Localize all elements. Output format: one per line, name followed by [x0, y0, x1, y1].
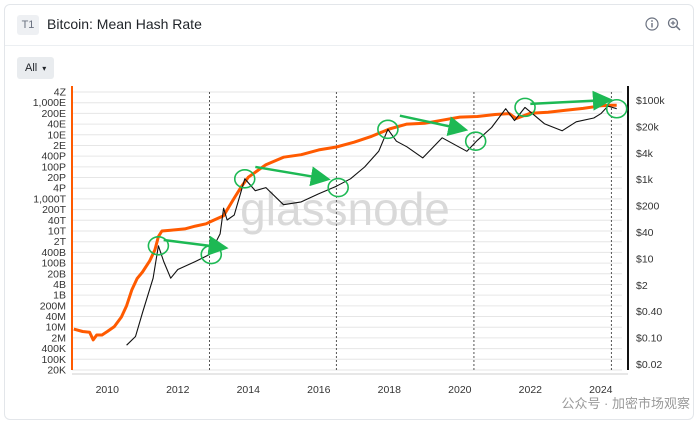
left-tick-label: 20B — [47, 268, 66, 280]
trend-arrow — [255, 165, 331, 187]
left-tick-label: 20P — [47, 172, 66, 184]
left-tick-label: 400K — [41, 343, 66, 355]
left-tick-label: 1,000E — [33, 97, 66, 109]
annotation-layer — [147, 90, 628, 265]
left-tick-label: 4P — [53, 183, 66, 195]
chart-card: T1 Bitcoin: Mean Hash Rate All ▾ — [4, 4, 694, 420]
left-tick-label: 1,000T — [33, 193, 66, 205]
x-axis: 2010 2012 2014 2016 2018 2020 2022 2024 — [72, 373, 628, 396]
x-tick-label: 2016 — [307, 384, 331, 396]
left-tick-label: 40M — [46, 311, 66, 323]
left-tick-label: 200T — [42, 204, 67, 216]
left-tick-label: 100B — [41, 258, 66, 270]
left-axis: 4Z1,000E200E40E10E2E400P100P20P4P1,000T2… — [33, 86, 73, 377]
highlight-circle — [464, 131, 487, 152]
left-tick-label: 400P — [41, 151, 66, 163]
range-label: All — [25, 62, 38, 74]
left-tick-label: 200M — [40, 300, 66, 312]
right-tick-label: $20k — [636, 121, 660, 133]
right-tick-label: $40 — [636, 227, 654, 239]
x-tick-label: 2022 — [519, 384, 543, 396]
right-tick-label: $0.02 — [636, 359, 662, 371]
left-tick-label: 2T — [54, 236, 67, 248]
x-tick-label: 2010 — [96, 384, 120, 396]
right-tick-label: $2 — [636, 280, 648, 292]
left-tick-label: 40T — [48, 215, 67, 227]
left-tick-label: 2M — [51, 332, 66, 344]
right-tick-label: $200 — [636, 201, 660, 213]
right-tick-label: $1k — [636, 174, 654, 186]
right-axis: $100k $20k $4k $1k $200 $40 $10 $2 $0.40 $0.10 $0.… — [627, 86, 665, 371]
left-tick-label: 10M — [46, 322, 66, 334]
right-tick-label: $0.10 — [636, 333, 662, 345]
source-watermark: 公众号 · 加密市场观察 — [561, 396, 690, 411]
highlight-circle — [147, 235, 170, 256]
btc-price-line — [126, 105, 617, 346]
highlight-circle — [377, 119, 399, 140]
left-tick-label: 2E — [53, 140, 66, 152]
trend-arrow — [399, 114, 469, 136]
x-tick-label: 2018 — [378, 384, 402, 396]
highlight-circle — [514, 97, 536, 118]
right-tick-label: $4k — [636, 148, 654, 160]
x-tick-label: 2014 — [237, 384, 261, 396]
x-tick-label: 2020 — [448, 384, 472, 396]
x-tick-label: 2024 — [589, 384, 613, 396]
trend-arrow — [163, 235, 229, 256]
left-tick-label: 10E — [47, 129, 66, 141]
glassnode-watermark: glassnode — [240, 183, 450, 235]
left-tick-label: 4Z — [54, 87, 67, 99]
right-tick-label: $0.40 — [636, 306, 662, 318]
tier-badge: T1 — [17, 15, 39, 35]
zoom-in-icon[interactable] — [667, 17, 681, 31]
highlight-circle — [233, 169, 256, 189]
chart-header: T1 Bitcoin: Mean Hash Rate — [5, 5, 693, 46]
highlight-circle — [200, 244, 223, 265]
chevron-down-icon: ▾ — [42, 64, 47, 73]
left-tick-label: 10T — [48, 226, 67, 238]
info-icon[interactable] — [645, 17, 659, 31]
left-tick-label: 40E — [47, 119, 66, 131]
left-tick-label: 1B — [53, 290, 66, 302]
trend-arrow — [530, 90, 613, 111]
left-tick-label: 100K — [41, 354, 66, 366]
x-tick-label: 2012 — [166, 384, 190, 396]
highlight-circle — [327, 177, 349, 198]
right-tick-label: $10 — [636, 253, 654, 265]
chart-title: Bitcoin: Mean Hash Rate — [47, 16, 202, 32]
left-tick-label: 400B — [41, 247, 66, 259]
left-tick-label: 20K — [47, 365, 66, 377]
left-tick-label: 200E — [41, 108, 66, 120]
left-tick-label: 100P — [41, 161, 66, 173]
right-tick-label: $100k — [636, 95, 665, 107]
left-tick-label: 4B — [53, 279, 66, 291]
range-selector-button[interactable]: All ▾ — [17, 57, 55, 79]
